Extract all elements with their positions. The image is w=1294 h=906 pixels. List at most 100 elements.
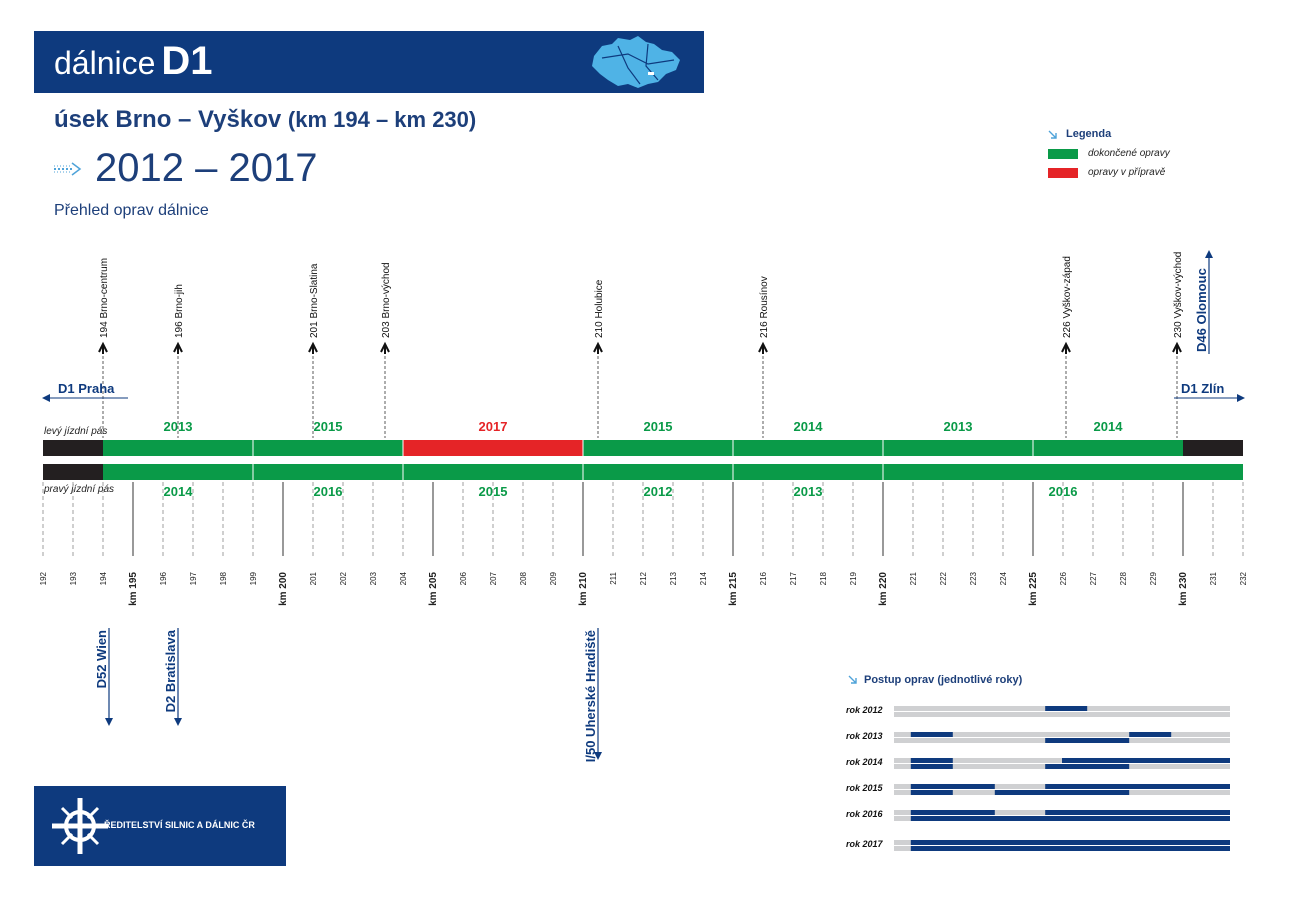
km-label: 232 <box>1239 571 1248 585</box>
progress-left-fill-1-0 <box>910 732 953 737</box>
left-lane-label: levý jízdní pás <box>44 426 107 437</box>
progress-row-label-1: rok 2013 <box>846 731 883 741</box>
km-label: 203 <box>369 571 378 585</box>
km-label: km 205 <box>428 572 439 606</box>
dir-right-arrow-icon <box>1237 394 1245 402</box>
km-label: 198 <box>219 571 228 585</box>
km-label: 223 <box>969 571 978 585</box>
exit-label-7: 230 Vyškov-východ <box>1173 252 1184 338</box>
km-label: 194 <box>99 571 108 585</box>
progress-left-fill-2-1 <box>1062 758 1230 763</box>
progress-left-fill-5-0 <box>910 840 1230 845</box>
dir-right-label: D1 Zlín <box>1181 381 1224 396</box>
left-lane-year-2: 2017 <box>479 419 508 434</box>
right-lane-year-1: 2016 <box>314 484 343 499</box>
km-label: km 200 <box>278 572 289 606</box>
km-label: 197 <box>189 571 198 585</box>
progress-left-fill-4-1 <box>1045 810 1230 815</box>
km-label: km 210 <box>578 572 589 606</box>
left-lane-year-6: 2014 <box>1094 419 1124 434</box>
czech-map-icon <box>592 36 680 88</box>
km-label: 193 <box>69 571 78 585</box>
left-lane-year-5: 2013 <box>944 419 973 434</box>
exit-icon <box>1061 341 1071 354</box>
progress-title-text: Postup oprav (jednotlivé roky) <box>864 674 1023 686</box>
progress-left-bg-1 <box>894 732 1230 737</box>
right-lane-segment-5 <box>883 464 1243 480</box>
km-label: 211 <box>609 571 618 584</box>
legend-label-done: dokončené opravy <box>1088 148 1170 159</box>
exit-label-4: 210 Holubice <box>594 279 605 338</box>
progress-left-fill-4-0 <box>910 810 995 815</box>
km-label: 196 <box>159 571 168 585</box>
km-label: 218 <box>819 571 828 585</box>
left-lane-segment-1 <box>253 440 403 456</box>
km-label: 209 <box>549 571 558 585</box>
km-label: 202 <box>339 571 348 585</box>
progress-left-fill-2-0 <box>910 758 953 763</box>
km-label: 219 <box>849 571 858 585</box>
section-name: úsek Brno – Vyškov <box>54 106 282 133</box>
left-lane-segment-5 <box>883 440 1033 456</box>
progress-right-fill-3-0 <box>910 790 953 795</box>
exit-icon <box>380 341 390 354</box>
exit-label-6: 226 Vyškov-západ <box>1062 256 1073 338</box>
left-lane-segment-0 <box>103 440 253 456</box>
exit-label-3: 203 Brno-východ <box>381 262 392 338</box>
exit-label-0: 194 Brno-centrum <box>99 258 110 338</box>
exit-icon <box>593 341 603 354</box>
km-label: 229 <box>1149 571 1158 585</box>
left-lane-black-1 <box>1183 440 1243 456</box>
bottom-road-label-1: D2 Bratislava <box>163 629 178 712</box>
progress-left-fill-3-1 <box>1045 784 1230 789</box>
km-label: 214 <box>699 571 708 585</box>
legend-label-planned: opravy v přípravě <box>1088 167 1166 178</box>
legend-swatch-done <box>1048 149 1078 159</box>
progress-right-fill-5-0 <box>910 846 1230 851</box>
right-lane-black-0 <box>43 464 103 480</box>
progress-row-label-4: rok 2016 <box>846 809 884 819</box>
km-label: km 225 <box>1028 572 1039 606</box>
footer-logo: ŘEDITELSTVÍ SILNIC A DÁLNIC ČR <box>34 786 286 866</box>
left-lane-black-0 <box>43 440 103 456</box>
header-band: dálnice D1 <box>34 31 704 93</box>
exit-icon <box>308 341 318 354</box>
km-label: 192 <box>39 571 48 585</box>
km-label: 206 <box>459 571 468 585</box>
km-label: 199 <box>249 571 258 585</box>
exit-icon <box>1172 341 1182 354</box>
subtitle: Přehled oprav dálnice <box>54 202 209 219</box>
km-label: 213 <box>669 571 678 585</box>
km-label: km 195 <box>128 572 139 606</box>
km-label: 222 <box>939 571 948 585</box>
left-lane-segment-4 <box>733 440 883 456</box>
km-label: 228 <box>1119 571 1128 585</box>
exit-icon <box>98 341 108 354</box>
progress-row-label-3: rok 2015 <box>846 783 884 793</box>
header-prefix: dálnice <box>54 45 156 81</box>
progress-right-fill-2-0 <box>910 764 953 769</box>
progress-right-fill-2-1 <box>1045 764 1130 769</box>
dir-left-arrow-icon <box>42 394 50 402</box>
exit-label-5: 216 Rousínov <box>759 276 770 338</box>
km-label: 226 <box>1059 571 1068 585</box>
interchange-emblem-icon <box>52 798 108 854</box>
progress-left-fill-0-0 <box>1045 706 1088 711</box>
km-label: 207 <box>489 571 498 585</box>
progress-right-fill-3-1 <box>994 790 1130 795</box>
years-title: 2012 – 2017 <box>95 146 318 190</box>
progress-row-label-0: rok 2012 <box>846 705 883 715</box>
km-label: 216 <box>759 571 768 585</box>
bottom-road-label-0: D52 Wien <box>94 630 109 688</box>
km-label: 227 <box>1089 571 1098 585</box>
right-lane-segment-1 <box>253 464 403 480</box>
right-lane-year-4: 2013 <box>794 484 823 499</box>
left-lane-year-3: 2015 <box>644 419 673 434</box>
left-lane-segment-2 <box>403 440 583 456</box>
bottom-road-arrow-icon-0 <box>105 718 113 726</box>
km-label: km 230 <box>1178 572 1189 606</box>
section-title: úsek Brno – Vyškov (km 194 – km 230) <box>54 106 476 134</box>
dir-top-arrow-icon <box>1205 250 1213 258</box>
right-lane-year-3: 2012 <box>644 484 673 499</box>
